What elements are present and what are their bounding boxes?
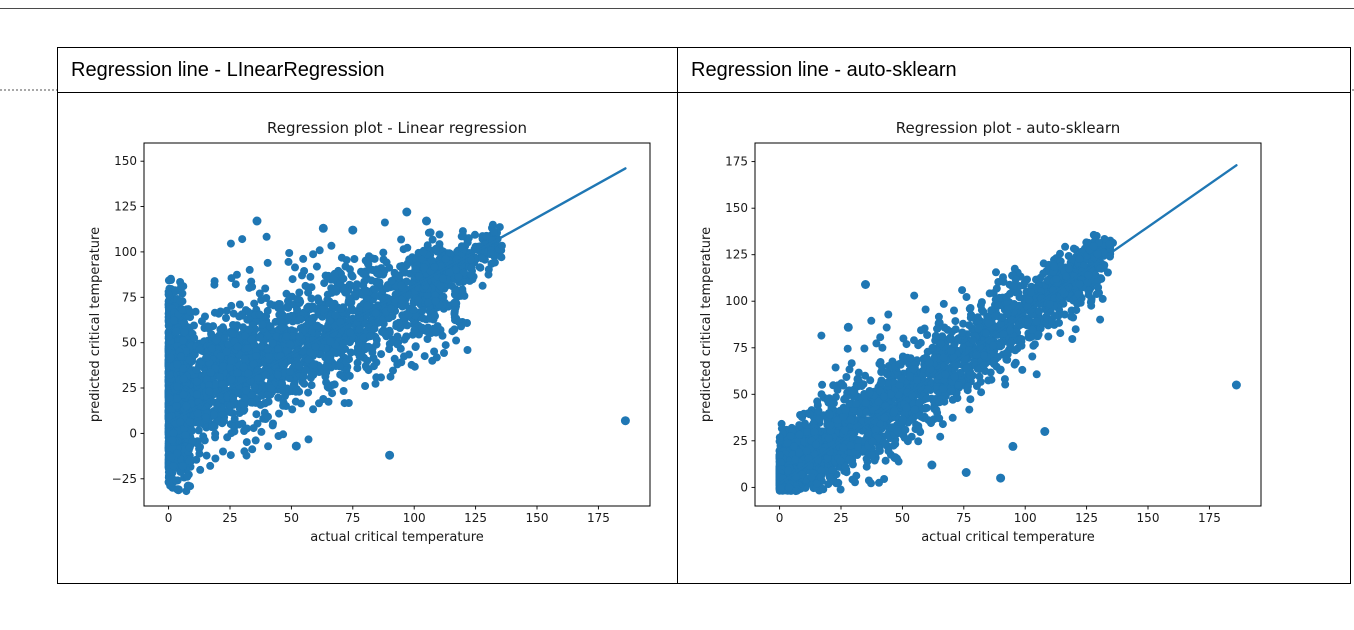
plot-cell-auto-sklearn: 0 25 50 75 100 125 150 175 0 25 50 75 100 125 150 175 Re… [678, 93, 1350, 583]
svg-text:75: 75 [345, 511, 360, 525]
svg-text:75: 75 [122, 290, 137, 304]
svg-text:actual critical temperature: actual critical temperature [310, 530, 484, 545]
header-cell-auto-sklearn: Regression line - auto-sklearn [678, 48, 1350, 92]
regression-plot-linear-regression: 0 25 50 75 100 125 150 175 −25 0 25 50 75 100 125 150 Re… [85, 116, 663, 558]
svg-text:50: 50 [284, 511, 299, 525]
svg-text:25: 25 [222, 511, 237, 525]
svg-text:25: 25 [122, 381, 137, 395]
comparison-table: Regression line - LInearRegression Regre… [57, 47, 1351, 584]
svg-text:100: 100 [114, 245, 137, 259]
svg-text:0: 0 [165, 511, 173, 525]
plot-row: 0 25 50 75 100 125 150 175 −25 0 25 50 75 100 125 150 Re… [58, 93, 1350, 583]
svg-text:125: 125 [464, 511, 487, 525]
svg-text:Regression plot - Linear regre: Regression plot - Linear regression [267, 119, 527, 137]
top-horizontal-rule [0, 8, 1354, 9]
svg-text:150: 150 [526, 511, 549, 525]
header-cell-linear-regression: Regression line - LInearRegression [58, 48, 678, 92]
svg-text:125: 125 [114, 200, 137, 214]
svg-text:150: 150 [114, 154, 137, 168]
header-label-auto-sklearn: Regression line - auto-sklearn [691, 58, 957, 81]
svg-text:100: 100 [403, 511, 426, 525]
svg-text:50: 50 [122, 336, 137, 350]
plot-cell-linear-regression: 0 25 50 75 100 125 150 175 −25 0 25 50 75 100 125 150 Re… [58, 93, 678, 583]
svg-text:0: 0 [129, 426, 137, 440]
regression-plot-auto-sklearn: 0 25 50 75 100 125 150 1750255075100125150175Re… [696, 116, 1274, 558]
header-label-linear-regression: Regression line - LInearRegression [71, 58, 385, 81]
header-row: Regression line - LInearRegression Regre… [58, 48, 1350, 93]
svg-text:175: 175 [587, 511, 610, 525]
svg-text:predicted critical temperature: predicted critical temperature [88, 227, 103, 422]
svg-text:−25: −25 [112, 472, 137, 486]
